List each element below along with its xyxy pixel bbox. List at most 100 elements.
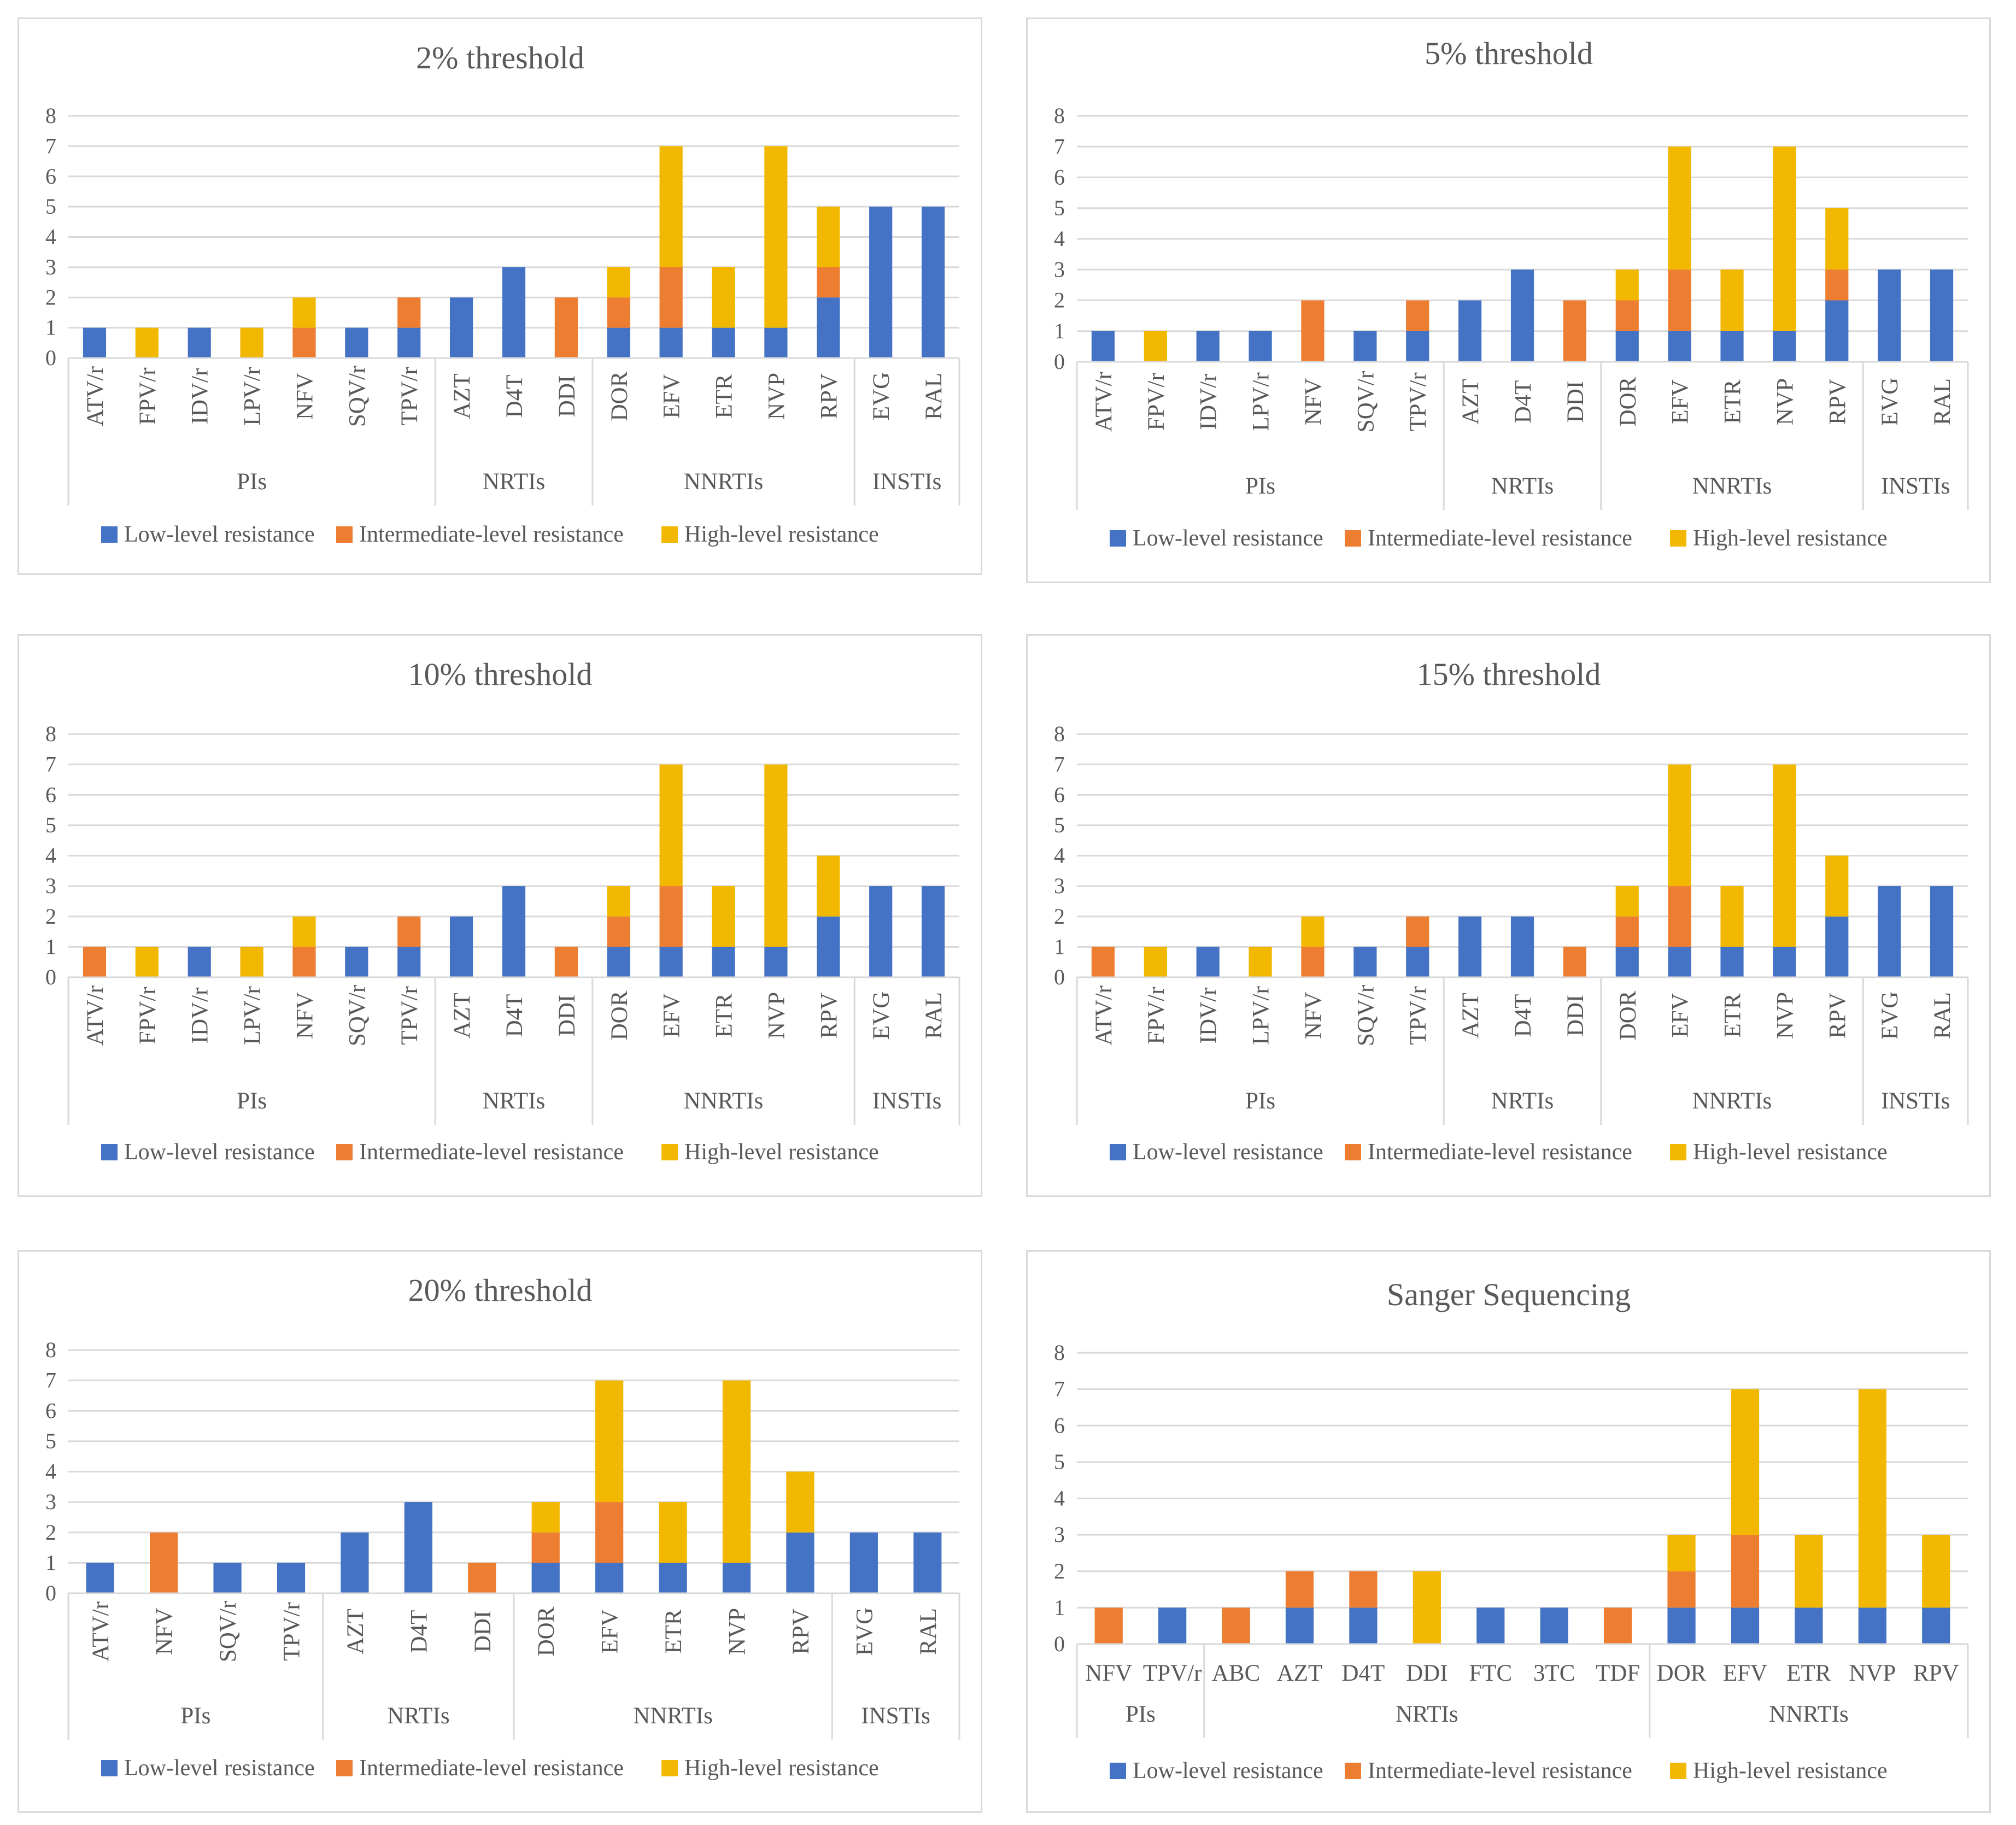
bar-segment-high-level-resistance: [817, 207, 840, 267]
x-category-label: LPV/r: [1249, 372, 1274, 431]
bar-segment-high-level-resistance: [595, 1380, 624, 1503]
y-tick-label: 6: [1054, 165, 1065, 190]
bar-segment-high-level-resistance: [1858, 1389, 1886, 1608]
x-category-label: DOR: [607, 990, 632, 1040]
legend-label: Intermediate-level resistance: [359, 522, 624, 547]
bar-segment-high-level-resistance: [135, 327, 159, 358]
y-tick-label: 0: [1054, 349, 1065, 374]
bar-segment-low-level-resistance: [345, 327, 368, 358]
bar-segment-low-level-resistance: [531, 1563, 560, 1593]
bar-segment-high-level-resistance: [712, 886, 735, 947]
bar-segment-high-level-resistance: [240, 327, 263, 358]
x-category-label: DOR: [1615, 377, 1641, 426]
bar-segment-high-level-resistance: [722, 1380, 751, 1563]
x-group-label: INSTIs: [872, 1088, 942, 1114]
y-tick-label: 7: [1054, 752, 1065, 777]
y-tick-label: 5: [1054, 813, 1065, 837]
bar-segment-high-level-resistance: [1668, 146, 1691, 270]
bar-segment-low-level-resistance: [1196, 331, 1220, 362]
bar-segment-high-level-resistance: [1615, 269, 1639, 301]
legend-swatch: [336, 1144, 353, 1160]
bar-segment-low-level-resistance: [502, 267, 526, 358]
x-category-label: SQV/r: [1353, 985, 1379, 1046]
y-tick-label: 5: [1054, 1450, 1065, 1474]
bar-segment-low-level-resistance: [213, 1563, 242, 1593]
legend-swatch: [336, 526, 353, 543]
bar-segment-low-level-resistance: [921, 207, 945, 358]
bar-segment-low-level-resistance: [1510, 916, 1534, 977]
x-group-label: NRTIs: [387, 1703, 449, 1729]
legend-label: Intermediate-level resistance: [359, 1756, 624, 1781]
bar-segment-intermediate-level-resistance: [1667, 1571, 1696, 1608]
x-category-label: RPV: [816, 993, 842, 1038]
y-tick-label: 1: [45, 934, 56, 959]
bar-segment-intermediate-level-resistance: [607, 916, 630, 947]
y-tick-label: 7: [45, 752, 56, 777]
x-group-label: PIs: [1245, 1088, 1275, 1114]
bar-segment-high-level-resistance: [659, 764, 683, 887]
x-category-label: EVG: [869, 372, 894, 420]
bar-segment-high-level-resistance: [764, 764, 788, 947]
bar-segment-high-level-resistance: [1301, 916, 1325, 947]
x-category-label: RAL: [1930, 992, 1955, 1039]
x-category-label: RPV: [816, 373, 842, 419]
chart-svg: 5% threshold 0 1 2 3 4 5 6 7 8 ATV/r FPV/r IDV/r LPV/…: [1054, 36, 1969, 551]
bar-segment-intermediate-level-resistance: [150, 1532, 178, 1593]
y-tick-label: 3: [45, 255, 56, 279]
y-tick-label: 8: [45, 103, 56, 128]
x-category-label: ATV/r: [88, 1601, 114, 1662]
chart-title: 5% threshold: [1425, 36, 1593, 71]
bar-segment-high-level-resistance: [1615, 886, 1639, 917]
x-category-label: EVG: [1877, 991, 1903, 1040]
x-group-label: PIs: [237, 469, 267, 495]
x-category-label: ETR: [1720, 993, 1746, 1038]
bar-segment-high-level-resistance: [1413, 1571, 1441, 1644]
bar-segment-intermediate-level-resistance: [531, 1532, 560, 1563]
x-category-label: EFV: [1668, 993, 1693, 1037]
bar-segment-high-level-resistance: [659, 146, 683, 267]
bar-segment-high-level-resistance: [1773, 764, 1796, 947]
legend-swatch: [661, 526, 678, 543]
bar-segment-low-level-resistance: [1458, 916, 1482, 977]
x-group-label: NNRTIs: [633, 1703, 713, 1729]
x-category-label: IDV/r: [187, 988, 213, 1044]
bar-segment-low-level-resistance: [595, 1563, 624, 1593]
bar-segment-high-level-resistance: [1720, 269, 1744, 331]
bar-segment-high-level-resistance: [1825, 855, 1849, 917]
x-category-label: EVG: [869, 991, 894, 1040]
x-category-label: ETR: [712, 993, 737, 1038]
y-tick-label: 6: [45, 782, 56, 807]
y-tick-label: 4: [1054, 226, 1065, 251]
bar-segment-intermediate-level-resistance: [1301, 300, 1325, 362]
bar-segment-low-level-resistance: [1615, 331, 1639, 362]
bar-segment-low-level-resistance: [1922, 1607, 1950, 1644]
chart-svg: 2% threshold 0 1 2 3 4 5 6 7 8 ATV/r FPV/r IDV/r LPV/…: [45, 40, 960, 547]
x-group-label: INSTIs: [1881, 473, 1950, 499]
y-tick-label: 3: [45, 1489, 56, 1514]
chart-15pct: 15% threshold 0 1 2 3 4 5 6 7 8 ATV/r FPV/r IDV/r LPV…: [1026, 634, 1991, 1197]
bar-segment-low-level-resistance: [921, 886, 945, 977]
x-category-label: D4T: [1510, 380, 1536, 424]
y-tick-label: 3: [1054, 1522, 1065, 1547]
x-group-label: PIs: [237, 1088, 267, 1114]
bar-segment-low-level-resistance: [1349, 1607, 1378, 1644]
x-category-label: NVP: [1772, 992, 1798, 1039]
legend-label: Low-level resistance: [124, 1756, 315, 1781]
x-category-label: SQV/r: [344, 985, 370, 1046]
bar-segment-low-level-resistance: [341, 1532, 369, 1593]
bar-segment-high-level-resistance: [1667, 1535, 1696, 1571]
bar-segment-intermediate-level-resistance: [1406, 916, 1429, 947]
bar-segment-low-level-resistance: [764, 327, 788, 358]
bar-segment-low-level-resistance: [1353, 947, 1377, 977]
x-category-label: ETR: [1720, 379, 1746, 424]
x-category-label: DDI: [1406, 1660, 1447, 1686]
bar-segment-high-level-resistance: [1731, 1389, 1760, 1535]
bar-segment-high-level-resistance: [1668, 764, 1691, 887]
x-category-label: D4T: [406, 1610, 432, 1653]
x-group-label: NNRTIs: [1692, 473, 1772, 499]
bar-segment-low-level-resistance: [659, 1563, 687, 1593]
bar-segment-low-level-resistance: [397, 947, 421, 977]
bar-segment-high-level-resistance: [607, 886, 630, 917]
y-tick-label: 4: [45, 843, 56, 868]
y-tick-label: 4: [45, 1459, 56, 1484]
